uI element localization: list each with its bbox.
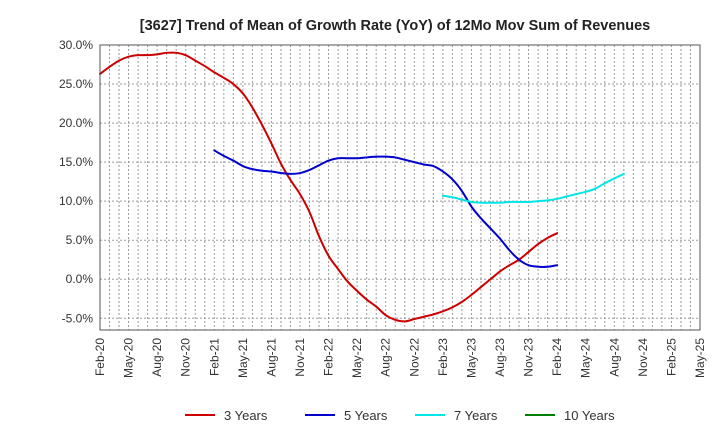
x-tick-label: Nov-22 — [407, 338, 421, 377]
legend-label-10-years: 10 Years — [564, 408, 615, 423]
x-tick-label: May-22 — [350, 338, 364, 378]
x-tick-label: May-20 — [122, 338, 136, 378]
y-tick-label: 20.0% — [59, 116, 93, 130]
y-tick-label: 5.0% — [66, 233, 94, 247]
x-tick-label: Aug-24 — [607, 338, 621, 377]
x-tick-label: May-25 — [693, 338, 707, 378]
y-tick-label: 0.0% — [66, 272, 94, 286]
x-tick-label: Aug-21 — [264, 338, 278, 377]
x-tick-label: Nov-21 — [293, 338, 307, 377]
x-tick-label: May-21 — [236, 338, 250, 378]
series-line-3-years — [99, 51, 559, 323]
plot-area — [100, 45, 700, 330]
x-tick-label: May-24 — [579, 338, 593, 378]
plot-frame — [99, 44, 701, 331]
x-tick-label: Feb-23 — [436, 338, 450, 376]
x-tick-label: Nov-20 — [179, 338, 193, 377]
legend-label-5-years: 5 Years — [344, 408, 388, 423]
y-tick-label: 15.0% — [59, 155, 93, 169]
series-line-5-years — [213, 149, 559, 268]
y-tick-label: 30.0% — [59, 38, 93, 52]
grid-layer — [99, 44, 701, 330]
x-tick-label: Aug-20 — [150, 338, 164, 377]
x-tick-label: Feb-21 — [207, 338, 221, 376]
series-layer — [99, 51, 625, 323]
y-tick-label: -5.0% — [62, 311, 94, 325]
y-tick-label: 25.0% — [59, 77, 93, 91]
x-tick-label: Feb-22 — [322, 338, 336, 376]
y-tick-label: 10.0% — [59, 194, 93, 208]
x-tick-label: Aug-22 — [379, 338, 393, 377]
chart-title: [3627] Trend of Mean of Growth Rate (YoY… — [140, 18, 651, 34]
legend-label-7-years: 7 Years — [454, 408, 498, 423]
x-tick-label: Feb-25 — [664, 338, 678, 376]
legend: 3 Years 5 Years 7 Years 10 Years — [185, 408, 615, 423]
x-tick-label: May-23 — [464, 338, 478, 378]
x-tick-label: Nov-24 — [636, 338, 650, 377]
x-tick-label: Aug-23 — [493, 338, 507, 377]
series-line-7-years — [441, 172, 625, 204]
legend-label-3-years: 3 Years — [224, 408, 268, 423]
axis-layer: -5.0% 0.0% 5.0% 10.0% 15.0% 20.0% 25.0% 30.0% Fe… — [59, 38, 707, 378]
x-tick-label: Feb-24 — [550, 338, 564, 376]
x-tick-label: Nov-23 — [522, 338, 536, 377]
x-tick-label: Feb-20 — [93, 338, 107, 376]
